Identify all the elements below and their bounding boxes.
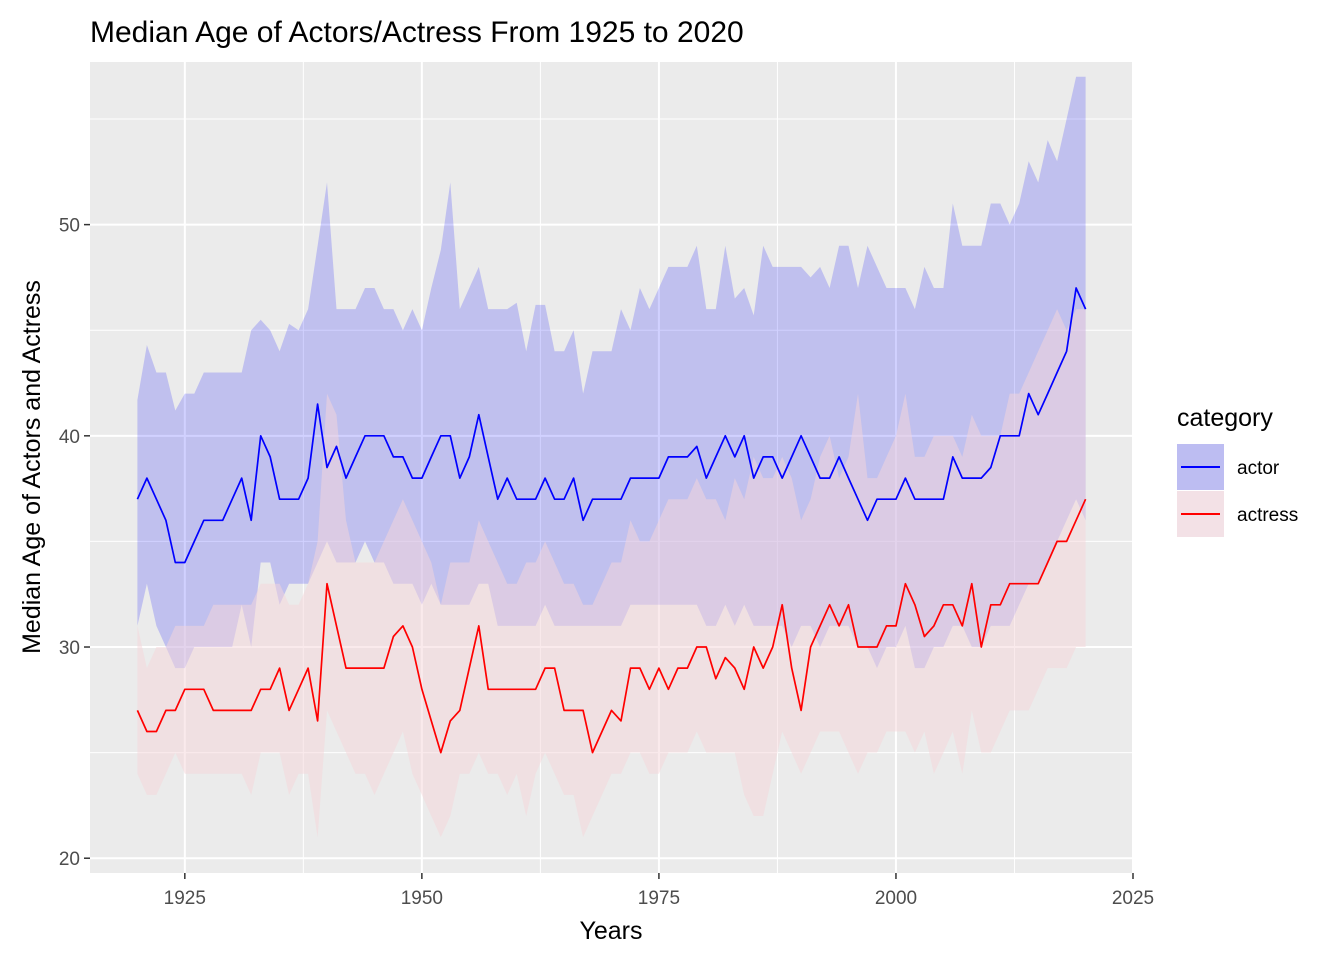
x-tick-label: 1925 — [164, 888, 206, 909]
x-tick-label: 1975 — [638, 888, 680, 909]
chart-title: Median Age of Actors/Actress From 1925 t… — [90, 16, 744, 49]
series-lines — [136, 287, 1087, 754]
x-tick-label: 2000 — [875, 888, 917, 909]
line-actor — [136, 287, 1087, 564]
ribbons — [137, 76, 1086, 838]
y-tick-label: 30 — [59, 638, 80, 659]
x-tick-label: 1950 — [401, 888, 443, 909]
legend-label-actor: actor — [1237, 458, 1280, 479]
legend: category actor actress — [1177, 404, 1298, 537]
y-axis: 20 30 40 50 — [59, 216, 90, 870]
ribbon-actress — [137, 309, 1086, 838]
x-tick-label: 2025 — [1112, 888, 1154, 909]
line-actress — [136, 498, 1087, 754]
y-tick-label: 50 — [59, 216, 80, 237]
x-axis: 1925 1950 1975 2000 2025 — [164, 873, 1154, 909]
legend-title: category — [1177, 404, 1273, 432]
x-axis-title: Years — [579, 917, 642, 945]
legend-label-actress: actress — [1237, 505, 1298, 526]
y-tick-label: 40 — [59, 427, 80, 448]
y-axis-title: Median Age of Actors and Actress — [18, 280, 46, 654]
y-tick-label: 20 — [59, 849, 80, 870]
